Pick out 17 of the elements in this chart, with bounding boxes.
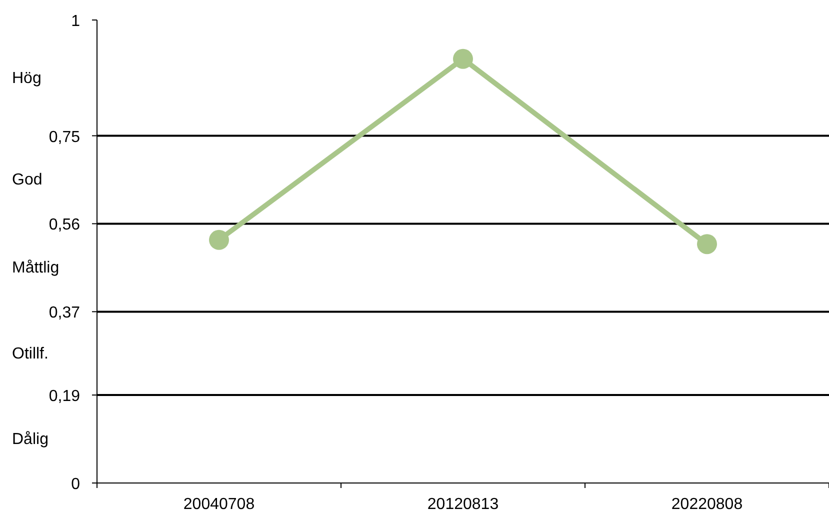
x-tick-label: 20120813 bbox=[427, 496, 499, 513]
y-tick-label: 0,75 bbox=[48, 128, 80, 146]
point bbox=[697, 234, 717, 254]
text: Dålig bbox=[12, 431, 48, 448]
text: Hög bbox=[12, 70, 42, 87]
x-tick-label: 20040708 bbox=[183, 496, 255, 513]
point bbox=[209, 230, 229, 250]
y-tick-label: 1 bbox=[71, 13, 80, 30]
y-tick-label: 0 bbox=[71, 476, 80, 493]
point bbox=[453, 48, 473, 69]
text: Måttlig bbox=[12, 260, 60, 277]
text: God bbox=[12, 172, 42, 189]
y-tick-label: 0,37 bbox=[48, 304, 80, 322]
text: Otillf. bbox=[12, 345, 48, 362]
y-tick-label: 0,56 bbox=[48, 216, 80, 234]
x-tick-label: 20220808 bbox=[671, 496, 743, 513]
y-tick-label: 0,19 bbox=[48, 388, 80, 406]
